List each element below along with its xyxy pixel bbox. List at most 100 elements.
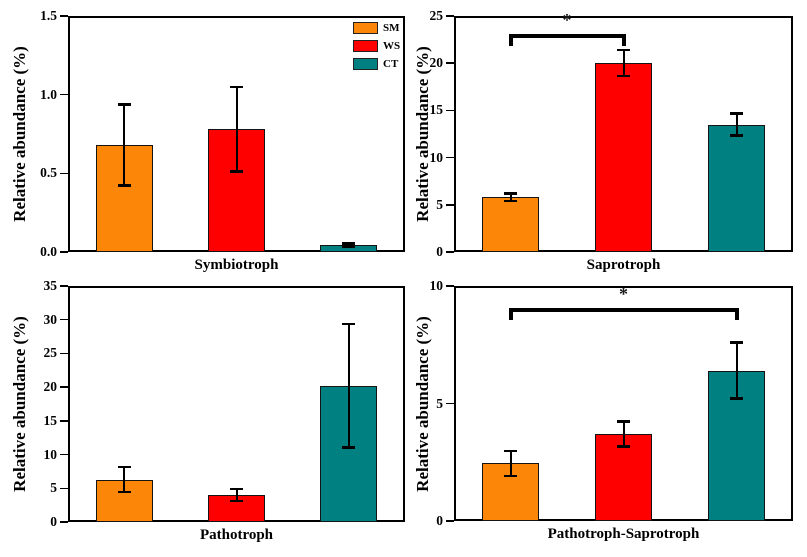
- error-cap-bottom: [117, 184, 131, 187]
- error-cap-top: [230, 487, 243, 491]
- bar-ws: [595, 434, 652, 521]
- error-bar-ct: [735, 342, 738, 399]
- error-bar-ws: [622, 421, 625, 447]
- error-bar-ws: [622, 49, 625, 77]
- error-cap-bottom: [730, 134, 743, 137]
- error-cap-top: [342, 322, 356, 326]
- y-tick: [446, 62, 454, 64]
- legend-label-ct: CT: [383, 58, 399, 70]
- error-bar-sm: [509, 450, 512, 477]
- legend: SM WS CT: [353, 22, 400, 70]
- error-cap-top: [617, 48, 630, 52]
- significance-asterisk: *: [619, 283, 628, 304]
- error-bar-sm: [123, 104, 126, 186]
- y-axis-label-pathotroph: Relative abundance (%): [10, 316, 29, 492]
- y-tick: [60, 352, 68, 355]
- error-bar-ct: [735, 113, 738, 136]
- y-tick: [60, 453, 68, 456]
- y-tick-label: 10: [43, 446, 58, 462]
- legend-swatch-ws: [353, 40, 378, 52]
- legend-label-sm: SM: [383, 22, 400, 34]
- error-cap-bottom: [117, 490, 131, 494]
- y-tick: [60, 420, 68, 422]
- y-tick: [446, 285, 454, 287]
- y-tick-label: 10: [429, 149, 444, 165]
- y-tick-label: 25: [43, 345, 58, 361]
- legend-item-ct: CT: [353, 58, 400, 70]
- y-tick-label: 5: [436, 196, 443, 212]
- y-tick-label: 5: [50, 480, 57, 496]
- bar-ct: [708, 124, 765, 252]
- error-bar-sm: [509, 193, 512, 202]
- y-tick: [446, 520, 454, 522]
- significance-bracket: [508, 33, 626, 38]
- significance-bracket-end-right: [621, 33, 626, 46]
- error-cap-bottom: [504, 199, 517, 203]
- y-tick: [60, 93, 68, 96]
- y-tick-label: 30: [43, 311, 58, 327]
- y-tick: [60, 487, 68, 490]
- bar-sm: [482, 197, 539, 252]
- error-cap-top: [117, 465, 131, 469]
- y-tick: [446, 15, 454, 17]
- y-tick: [60, 172, 68, 175]
- y-tick: [446, 251, 454, 253]
- error-cap-top: [117, 103, 131, 106]
- y-tick-label: 5: [436, 395, 443, 411]
- y-tick-label: 0.0: [40, 244, 57, 259]
- y-tick-label: 0: [50, 514, 57, 529]
- y-tick-label: 35: [43, 278, 58, 293]
- error-cap-bottom: [730, 397, 743, 400]
- error-cap-bottom: [342, 245, 356, 248]
- y-tick-label: 15: [43, 412, 58, 428]
- y-tick-label: 0.5: [40, 165, 57, 181]
- y-axis-label-symbiotroph: Relative abundance (%): [10, 46, 29, 222]
- x-axis-label-saprotroph: Saprotroph: [586, 257, 661, 273]
- y-tick: [60, 285, 68, 287]
- y-tick-label: 0: [436, 244, 443, 259]
- error-cap-top: [504, 449, 517, 452]
- x-axis-label-symbiotroph: Symbiotroph: [194, 257, 279, 273]
- bar-ws: [595, 63, 652, 252]
- x-axis-label-pathotroph-saprotroph: Pathotroph-Saprotroph: [547, 526, 700, 542]
- y-tick: [446, 109, 454, 112]
- y-tick-label: 10: [429, 278, 444, 293]
- significance-bracket-end-left: [508, 33, 513, 46]
- y-tick: [60, 521, 68, 523]
- y-tick: [446, 204, 454, 206]
- x-axis-label-pathotroph: Pathotroph: [199, 527, 274, 543]
- error-cap-bottom: [504, 474, 517, 478]
- y-tick-label: 25: [429, 8, 444, 23]
- y-tick-label: 20: [429, 55, 444, 71]
- significance-bracket-end-left: [508, 307, 513, 320]
- bar-ct: [708, 370, 765, 521]
- error-cap-top: [504, 192, 517, 195]
- error-cap-top: [230, 85, 243, 89]
- error-cap-top: [730, 112, 743, 115]
- legend-item-ws: WS: [353, 40, 400, 52]
- error-cap-bottom: [617, 74, 630, 78]
- error-cap-bottom: [230, 170, 243, 173]
- y-tick: [60, 318, 68, 321]
- significance-bracket-end-right: [734, 307, 739, 320]
- y-tick-label: 15: [429, 102, 444, 118]
- error-bar-ct: [347, 243, 350, 247]
- error-cap-top: [730, 341, 743, 344]
- legend-swatch-sm: [353, 22, 378, 34]
- significance-bracket: [508, 307, 739, 312]
- y-tick: [446, 402, 454, 405]
- error-cap-top: [342, 242, 356, 245]
- error-bar-sm: [123, 466, 126, 493]
- error-bar-ct: [347, 323, 350, 448]
- error-cap-bottom: [617, 445, 630, 448]
- significance-asterisk: *: [562, 9, 572, 30]
- y-tick-label: 0: [436, 513, 443, 528]
- legend-swatch-ct: [353, 58, 378, 70]
- error-cap-bottom: [230, 499, 243, 503]
- legend-label-ws: WS: [383, 40, 401, 52]
- error-bar-ws: [235, 488, 238, 502]
- error-bar-ws: [235, 86, 238, 172]
- y-tick-label: 1.0: [40, 86, 57, 102]
- y-tick-label: 1.5: [40, 8, 57, 23]
